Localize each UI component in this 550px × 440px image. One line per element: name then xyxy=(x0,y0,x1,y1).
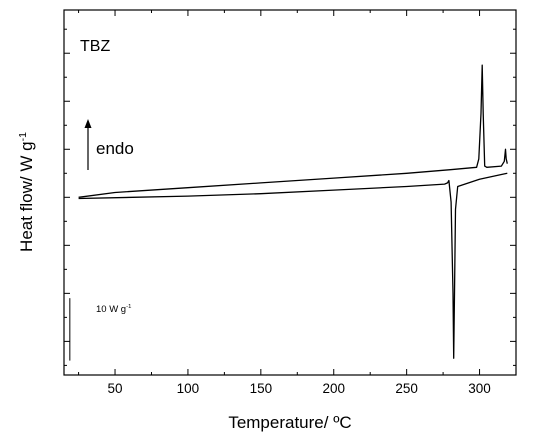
x-tick-label: 150 xyxy=(250,381,273,396)
x-axis-label: Temperature/ ºC xyxy=(228,413,351,432)
y-axis-label: Heat flow/ W g-1 xyxy=(17,132,36,252)
x-tick-label: 50 xyxy=(108,381,123,396)
endo-label: endo xyxy=(96,139,134,158)
scale-bar: 10 W g-1 xyxy=(69,298,131,361)
x-tick-label: 250 xyxy=(395,381,418,396)
axis-ticks: 50 100 150 200 250 300 xyxy=(64,10,517,396)
endo-arrowhead-icon xyxy=(84,119,92,128)
x-tick-label: 300 xyxy=(468,381,491,396)
plot-frame xyxy=(63,9,517,376)
x-tick-label: 200 xyxy=(322,381,345,396)
series-line-2 xyxy=(78,172,508,359)
series-line-1 xyxy=(78,64,508,198)
data-series xyxy=(78,64,508,359)
scale-bar-label: 10 W g-1 xyxy=(96,304,131,315)
endo-annotation: endo xyxy=(84,119,134,170)
x-tick-label: 100 xyxy=(177,381,200,396)
sample-label: TBZ xyxy=(80,38,110,55)
